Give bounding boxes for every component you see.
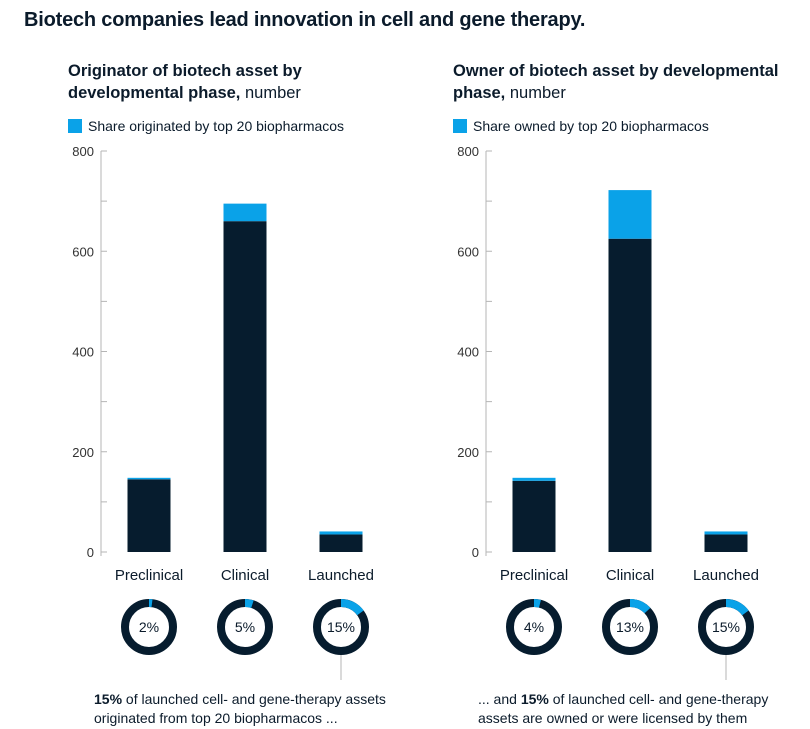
bar-segment-other <box>704 534 748 552</box>
donut-label: 5% <box>235 619 255 635</box>
right-panel-title: Owner of biotech asset by developmental … <box>453 60 783 104</box>
y-tick-label: 800 <box>72 144 94 159</box>
y-tick-label: 400 <box>457 345 479 360</box>
figure-title: Biotech companies lead innovation in cel… <box>24 9 586 31</box>
bar-segment-top20 <box>127 477 171 480</box>
right-caption-rest: of launched cell- and gene-therapy <box>548 691 769 707</box>
right-legend-swatch <box>453 119 467 133</box>
right-caption-bold: 15% <box>520 691 549 707</box>
y-tick-label: 0 <box>472 545 479 560</box>
category-label: Launched <box>693 567 759 584</box>
y-tick-label: 600 <box>457 244 479 259</box>
left-panel-title: Originator of biotech asset by developme… <box>68 60 398 104</box>
y-tick-label: 400 <box>72 345 94 360</box>
y-tick-label: 0 <box>87 545 94 560</box>
left-legend-swatch <box>68 119 82 133</box>
donut-arc <box>533 599 541 608</box>
bar-segment-top20 <box>704 531 748 535</box>
category-label: Clinical <box>606 567 654 584</box>
bar-segment-top20 <box>319 531 363 535</box>
y-tick-label: 600 <box>72 244 94 259</box>
bar-segment-other <box>223 221 267 553</box>
left-panel-title-unit: number <box>244 84 301 102</box>
donut-label: 13% <box>616 619 644 635</box>
right-caption: ... and 15% of launched cell- and gene-t… <box>478 690 810 728</box>
right-panel-title-main: Owner of biotech asset by developmental … <box>453 62 779 102</box>
donut-label: 2% <box>139 619 159 635</box>
left-caption: 15% of launched cell- and gene-therapy a… <box>94 690 434 728</box>
bar-segment-other <box>319 534 363 552</box>
right-caption-line2: assets are owned or were licensed by the… <box>478 710 748 726</box>
left-caption-line2: originated from top 20 biopharmacos ... <box>94 710 338 726</box>
left-legend-label: Share originated by top 20 biopharmacos <box>88 118 345 134</box>
donut-arc <box>629 599 651 614</box>
donut-arc <box>340 599 364 616</box>
left-caption-rest: of launched cell- and gene-therapy asset… <box>122 691 386 707</box>
y-tick-label: 200 <box>457 445 479 460</box>
left-caption-bold: 15% <box>94 691 123 707</box>
bar-segment-top20 <box>512 477 556 481</box>
bar-segment-top20 <box>608 190 652 239</box>
left-legend: Share originated by top 20 biopharmacos <box>68 118 344 134</box>
donut-label: 15% <box>712 619 740 635</box>
category-label: Preclinical <box>115 567 183 584</box>
bar-segment-other <box>512 480 556 552</box>
donut-arc <box>725 599 749 616</box>
bar-segment-top20 <box>223 203 267 222</box>
right-panel-title-unit: number <box>509 84 566 102</box>
right-caption-pre: ... and <box>478 691 521 707</box>
left-panel-title-main: Originator of biotech asset by developme… <box>68 62 302 102</box>
category-label: Clinical <box>221 567 269 584</box>
right-legend: Share owned by top 20 biopharmacos <box>453 118 709 134</box>
donut-label: 4% <box>524 619 544 635</box>
category-label: Launched <box>308 567 374 584</box>
category-label: Preclinical <box>500 567 568 584</box>
donut-label: 15% <box>327 619 355 635</box>
right-legend-label: Share owned by top 20 biopharmacos <box>473 118 709 134</box>
y-tick-label: 200 <box>72 445 94 460</box>
bar-segment-other <box>127 479 171 552</box>
bar-segment-other <box>608 238 652 552</box>
donut-arc <box>244 599 254 609</box>
y-tick-label: 800 <box>457 144 479 159</box>
